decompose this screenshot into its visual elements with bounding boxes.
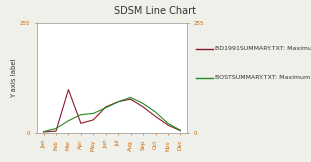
BD1991SUMMARY.TXT: Maximum: (5, 60): Maximum: (5, 60): [104, 106, 108, 108]
Text: SDSM Line Chart: SDSM Line Chart: [114, 6, 197, 17]
BD1991SUMMARY.TXT: Maximum: (7, 78): Maximum: (7, 78): [129, 98, 132, 100]
BOSTSUMMARY.TXT: Maximum: (4, 45): Maximum: (4, 45): [91, 112, 95, 114]
BD1991SUMMARY.TXT: Maximum: (6, 72): Maximum: (6, 72): [116, 101, 120, 103]
BD1991SUMMARY.TXT: Maximum: (1, 4): Maximum: (1, 4): [54, 130, 58, 132]
BD1991SUMMARY.TXT: Maximum: (11, 5): Maximum: (11, 5): [179, 130, 182, 132]
BD1991SUMMARY.TXT: Maximum: (10, 18): Maximum: (10, 18): [166, 124, 170, 126]
BOSTSUMMARY.TXT: Maximum: (11, 6): Maximum: (11, 6): [179, 129, 182, 131]
BOSTSUMMARY.TXT: Maximum: (3, 42): Maximum: (3, 42): [79, 114, 83, 116]
BOSTSUMMARY.TXT: Maximum: (8, 68): Maximum: (8, 68): [141, 103, 145, 104]
BOSTSUMMARY.TXT: Maximum: (1, 10): Maximum: (1, 10): [54, 127, 58, 129]
BOSTSUMMARY.TXT: Maximum: (6, 72): Maximum: (6, 72): [116, 101, 120, 103]
BOSTSUMMARY.TXT: Maximum: (2, 28): Maximum: (2, 28): [67, 120, 70, 122]
BOSTSUMMARY.TXT: Maximum: (5, 58): Maximum: (5, 58): [104, 107, 108, 109]
Text: BD1991SUMMARY.TXT: Maximum: BD1991SUMMARY.TXT: Maximum: [215, 46, 311, 51]
BD1991SUMMARY.TXT: Maximum: (8, 60): Maximum: (8, 60): [141, 106, 145, 108]
BOSTSUMMARY.TXT: Maximum: (10, 22): Maximum: (10, 22): [166, 122, 170, 124]
BOSTSUMMARY.TXT: Maximum: (0, 3): Maximum: (0, 3): [42, 131, 45, 133]
Text: BOSTSUMMARY.TXT: Maximum: BOSTSUMMARY.TXT: Maximum: [215, 75, 310, 80]
BD1991SUMMARY.TXT: Maximum: (9, 38): Maximum: (9, 38): [154, 116, 157, 117]
BOSTSUMMARY.TXT: Maximum: (7, 82): Maximum: (7, 82): [129, 96, 132, 98]
BD1991SUMMARY.TXT: Maximum: (3, 22): Maximum: (3, 22): [79, 122, 83, 124]
BD1991SUMMARY.TXT: Maximum: (2, 100): Maximum: (2, 100): [67, 89, 70, 91]
BD1991SUMMARY.TXT: Maximum: (0, 2): Maximum: (0, 2): [42, 131, 45, 133]
Line: BOSTSUMMARY.TXT: Maximum: BOSTSUMMARY.TXT: Maximum: [44, 97, 180, 132]
Line: BD1991SUMMARY.TXT: Maximum: BD1991SUMMARY.TXT: Maximum: [44, 90, 180, 132]
Y-axis label: Y axis label: Y axis label: [11, 58, 17, 98]
BD1991SUMMARY.TXT: Maximum: (4, 30): Maximum: (4, 30): [91, 119, 95, 121]
BOSTSUMMARY.TXT: Maximum: (9, 48): Maximum: (9, 48): [154, 111, 157, 113]
